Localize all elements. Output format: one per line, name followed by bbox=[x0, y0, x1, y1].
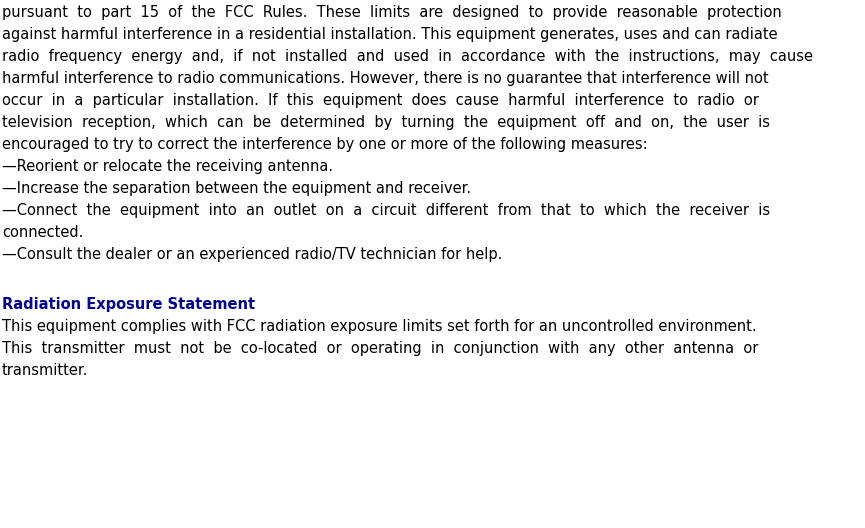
Text: —Increase the separation between the equipment and receiver.: —Increase the separation between the equ… bbox=[2, 181, 471, 196]
Text: —Connect  the  equipment  into  an  outlet  on  a  circuit  different  from  tha: —Connect the equipment into an outlet on… bbox=[2, 203, 770, 218]
Text: connected.: connected. bbox=[2, 225, 83, 240]
Text: Radiation Exposure Statement: Radiation Exposure Statement bbox=[2, 297, 255, 312]
Text: —Reorient or relocate the receiving antenna.: —Reorient or relocate the receiving ante… bbox=[2, 159, 333, 174]
Text: occur  in  a  particular  installation.  If  this  equipment  does  cause  harmf: occur in a particular installation. If t… bbox=[2, 93, 759, 108]
Text: encouraged to try to correct the interference by one or more of the following me: encouraged to try to correct the interfe… bbox=[2, 137, 648, 152]
Text: against harmful interference in a residential installation. This equipment gener: against harmful interference in a reside… bbox=[2, 27, 778, 42]
Text: radio  frequency  energy  and,  if  not  installed  and  used  in  accordance  w: radio frequency energy and, if not insta… bbox=[2, 49, 813, 64]
Text: television  reception,  which  can  be  determined  by  turning  the  equipment : television reception, which can be deter… bbox=[2, 115, 770, 130]
Text: —Consult the dealer or an experienced radio/TV technician for help.: —Consult the dealer or an experienced ra… bbox=[2, 247, 503, 262]
Text: This  transmitter  must  not  be  co-located  or  operating  in  conjunction  wi: This transmitter must not be co-located … bbox=[2, 341, 759, 356]
Text: This equipment complies with FCC radiation exposure limits set forth for an unco: This equipment complies with FCC radiati… bbox=[2, 319, 757, 334]
Text: harmful interference to radio communications. However, there is no guarantee tha: harmful interference to radio communicat… bbox=[2, 71, 769, 86]
Text: pursuant  to  part  15  of  the  FCC  Rules.  These  limits  are  designed  to  : pursuant to part 15 of the FCC Rules. Th… bbox=[2, 5, 782, 20]
Text: transmitter.: transmitter. bbox=[2, 363, 88, 378]
